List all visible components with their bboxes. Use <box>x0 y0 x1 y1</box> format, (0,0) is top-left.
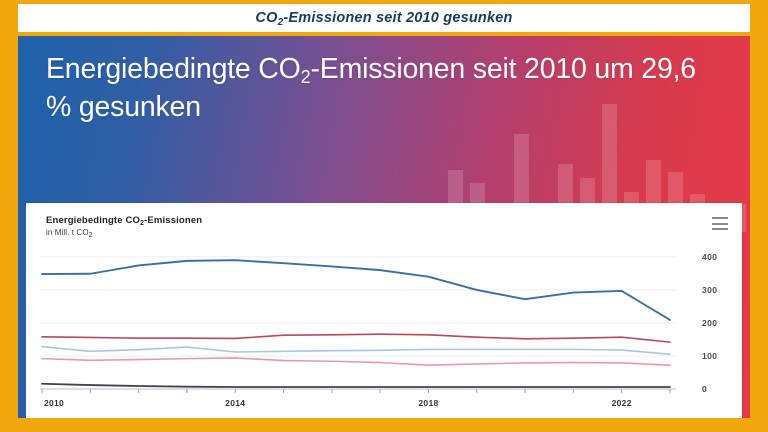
x-axis-tick-label: 2018 <box>418 398 439 408</box>
banner-title-post: -Emissionen seit 2010 gesunken <box>283 10 513 26</box>
hero-panel: Energiebedingte CO2-Emissionen seit 2010… <box>18 36 750 418</box>
chart-subtitle-pre: in Mill. t CO <box>46 228 89 237</box>
x-axis-labels: 2010 2014 2018 2022 <box>40 398 676 412</box>
y-axis-tick-label: 400 <box>702 251 718 262</box>
banner-title-subscript: 2 <box>277 16 284 28</box>
hamburger-line-2 <box>712 222 728 225</box>
hero-headline-part2: -Emissionen seit 2010 um 29,6 % gesunken <box>46 53 696 124</box>
series-line <box>41 345 671 356</box>
y-axis-labels: 0 100 200 300 400 <box>702 245 740 394</box>
chart-title-pre: Energiebedingte CO <box>46 215 141 226</box>
chart-subtitle: in Mill. t CO2 <box>46 228 202 239</box>
x-axis-tick-label: 2022 <box>611 398 632 408</box>
top-banner: CO2-Emissionen seit 2010 gesunken <box>18 4 750 32</box>
hero-headline: Energiebedingte CO2-Emissionen seit 2010… <box>46 50 696 127</box>
line-chart-plot-area <box>40 245 676 393</box>
hero-headline-part1: Energiebedingte CO <box>46 53 301 85</box>
y-axis-tick-label: 0 <box>702 384 708 394</box>
y-axis-tick-label: 200 <box>702 317 718 328</box>
chart-title-post: -Emissionen <box>144 215 203 226</box>
chart-header: Energiebedingte CO2-Emissionen in Mill. … <box>46 215 203 239</box>
series-line <box>41 357 671 367</box>
line-chart-svg <box>40 256 676 393</box>
chart-card: Energiebedingte CO2-Emissionen in Mill. … <box>26 203 742 418</box>
x-axis-tick-label: 2010 <box>43 398 65 408</box>
chart-subtitle-subscript: 2 <box>88 232 93 239</box>
series-line <box>41 259 671 321</box>
x-axis-tick-label: 2014 <box>225 398 246 408</box>
banner-title-pre: CO <box>255 10 278 26</box>
chart-title-subscript: 2 <box>140 220 145 227</box>
series-line <box>41 382 671 388</box>
y-axis-tick-label: 300 <box>702 284 718 295</box>
hamburger-line-1 <box>712 217 728 219</box>
hero-headline-subscript: 2 <box>300 67 311 87</box>
top-banner-title: CO2-Emissionen seit 2010 gesunken <box>255 10 513 28</box>
chart-title: Energiebedingte CO2-Emissionen <box>46 215 203 227</box>
series-line <box>41 333 671 343</box>
hamburger-menu-icon[interactable] <box>712 217 728 230</box>
y-axis-tick-label: 100 <box>702 350 718 361</box>
hamburger-line-3 <box>712 228 728 230</box>
